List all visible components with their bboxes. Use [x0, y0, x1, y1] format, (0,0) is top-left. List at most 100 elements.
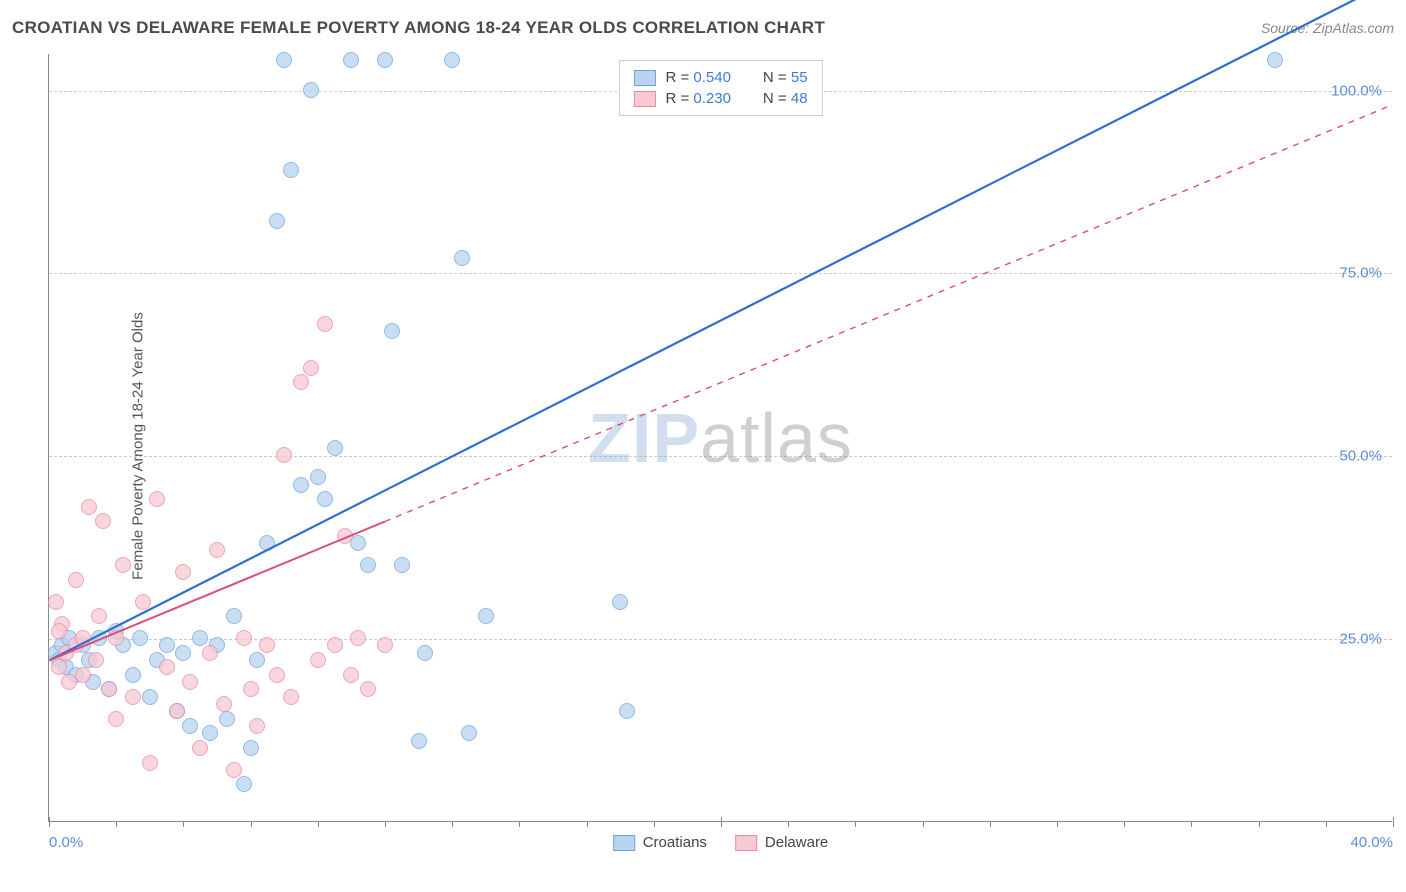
- legend-swatch-delaware: [735, 835, 757, 851]
- data-point-croatians: [236, 776, 252, 792]
- watermark-atlas: atlas: [700, 399, 853, 477]
- data-point-croatians: [310, 469, 326, 485]
- data-point-delaware: [216, 696, 232, 712]
- watermark-zip: ZIP: [588, 399, 700, 477]
- legend-swatch-delaware: [633, 91, 655, 107]
- y-tick-label: 25.0%: [1339, 631, 1382, 648]
- data-point-delaware: [259, 637, 275, 653]
- data-point-croatians: [343, 52, 359, 68]
- data-point-croatians: [384, 323, 400, 339]
- data-point-delaware: [149, 491, 165, 507]
- data-point-croatians: [91, 630, 107, 646]
- data-point-delaware: [108, 630, 124, 646]
- y-tick-label: 75.0%: [1339, 265, 1382, 282]
- regression-lines-layer: [49, 54, 1392, 821]
- data-point-croatians: [202, 725, 218, 741]
- data-point-croatians: [276, 52, 292, 68]
- legend-r-label: R = 0.540: [665, 69, 730, 86]
- data-point-croatians: [454, 250, 470, 266]
- data-point-delaware: [88, 652, 104, 668]
- legend-r-value: 0.230: [693, 90, 731, 107]
- data-point-delaware: [350, 630, 366, 646]
- legend-r-value: 0.540: [693, 69, 731, 86]
- data-point-delaware: [115, 557, 131, 573]
- data-point-delaware: [192, 740, 208, 756]
- legend-n-value: 48: [791, 90, 808, 107]
- x-tick: [1191, 821, 1192, 827]
- data-point-delaware: [202, 645, 218, 661]
- data-point-delaware: [236, 630, 252, 646]
- x-tick: [49, 817, 50, 827]
- x-tick: [587, 821, 588, 827]
- legend-series-name: Croatians: [643, 834, 707, 851]
- data-point-delaware: [243, 681, 259, 697]
- data-point-delaware: [95, 513, 111, 529]
- x-tick: [318, 821, 319, 827]
- data-point-delaware: [91, 608, 107, 624]
- data-point-delaware: [125, 689, 141, 705]
- data-point-delaware: [169, 703, 185, 719]
- data-point-croatians: [142, 689, 158, 705]
- data-point-croatians: [394, 557, 410, 573]
- data-point-delaware: [293, 374, 309, 390]
- x-tick: [1326, 821, 1327, 827]
- y-tick-label: 50.0%: [1339, 448, 1382, 465]
- data-point-croatians: [249, 652, 265, 668]
- legend-item-delaware: Delaware: [735, 834, 828, 851]
- data-point-delaware: [310, 652, 326, 668]
- x-tick: [251, 821, 252, 827]
- legend-stats-row-croatians: R = 0.540 N = 55: [633, 67, 807, 88]
- data-point-delaware: [101, 681, 117, 697]
- data-point-croatians: [175, 645, 191, 661]
- legend-stats-box: R = 0.540N = 55R = 0.230N = 48: [618, 60, 822, 116]
- data-point-delaware: [209, 542, 225, 558]
- source-attribution: Source: ZipAtlas.com: [1261, 20, 1394, 36]
- data-point-croatians: [612, 594, 628, 610]
- data-point-delaware: [135, 594, 151, 610]
- data-point-croatians: [182, 718, 198, 734]
- data-point-delaware: [81, 499, 97, 515]
- legend-r-label: R = 0.230: [665, 90, 730, 107]
- data-point-croatians: [293, 477, 309, 493]
- data-point-delaware: [327, 637, 343, 653]
- chart-title: CROATIAN VS DELAWARE FEMALE POVERTY AMON…: [12, 18, 825, 38]
- data-point-croatians: [226, 608, 242, 624]
- x-tick: [385, 821, 386, 827]
- data-point-delaware: [317, 316, 333, 332]
- data-point-croatians: [377, 52, 393, 68]
- data-point-croatians: [360, 557, 376, 573]
- data-point-croatians: [317, 491, 333, 507]
- data-point-croatians: [327, 440, 343, 456]
- data-point-delaware: [337, 528, 353, 544]
- data-point-croatians: [444, 52, 460, 68]
- legend-n-label: N = 55: [763, 69, 808, 86]
- title-bar: CROATIAN VS DELAWARE FEMALE POVERTY AMON…: [12, 18, 1394, 38]
- data-point-delaware: [51, 659, 67, 675]
- x-tick: [116, 821, 117, 827]
- data-point-croatians: [269, 213, 285, 229]
- data-point-delaware: [182, 674, 198, 690]
- data-point-croatians: [461, 725, 477, 741]
- data-point-croatians: [219, 711, 235, 727]
- legend-series-name: Delaware: [765, 834, 828, 851]
- scatter-plot-area: ZIPatlas R = 0.540N = 55R = 0.230N = 48 …: [48, 54, 1392, 822]
- legend-swatch-croatians: [613, 835, 635, 851]
- data-point-delaware: [51, 623, 67, 639]
- data-point-delaware: [75, 630, 91, 646]
- x-tick-label: 0.0%: [49, 834, 83, 851]
- data-point-croatians: [1267, 52, 1283, 68]
- data-point-delaware: [303, 360, 319, 376]
- data-point-delaware: [68, 572, 84, 588]
- data-point-croatians: [350, 535, 366, 551]
- data-point-croatians: [192, 630, 208, 646]
- watermark: ZIPatlas: [588, 398, 853, 478]
- data-point-delaware: [175, 564, 191, 580]
- data-point-croatians: [159, 637, 175, 653]
- x-tick: [1259, 821, 1260, 827]
- x-tick: [452, 821, 453, 827]
- data-point-delaware: [377, 637, 393, 653]
- x-tick: [990, 821, 991, 827]
- legend-swatch-croatians: [633, 70, 655, 86]
- x-tick: [788, 821, 789, 827]
- gridline-h: [49, 456, 1392, 457]
